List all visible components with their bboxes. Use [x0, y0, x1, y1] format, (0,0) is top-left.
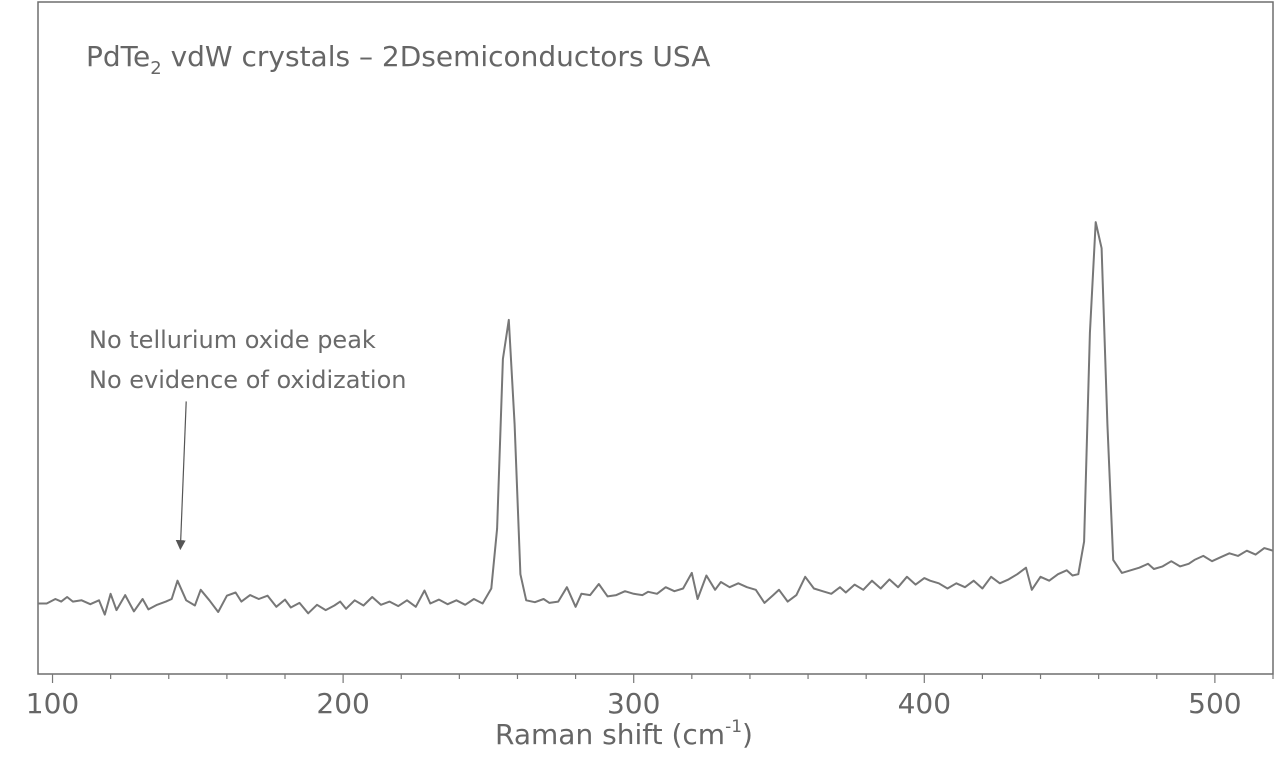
series-layer: [38, 221, 1274, 616]
annotation: No tellurium oxide peak No evidence of o…: [89, 326, 406, 551]
plot-frame: [37, 1, 1274, 675]
spectrum-line-1: [38, 221, 1274, 616]
annotation-line-1: No tellurium oxide peak: [89, 326, 376, 354]
x-tick-label: 100: [26, 687, 79, 720]
x-tick-label: 300: [607, 687, 660, 720]
x-axis-tick-labels: 100 200 300 400 500: [26, 687, 1242, 720]
x-tick-label: 400: [898, 687, 951, 720]
annotation-arrow: [175, 401, 187, 551]
x-axis-ticks: [51, 674, 1274, 683]
x-axis-label: Raman shift (cm-1): [495, 717, 753, 751]
x-tick-label: 500: [1188, 687, 1241, 720]
x-tick-label: 200: [316, 687, 369, 720]
chart-title: PdTe2 vdW crystals – 2Dsemiconductors US…: [86, 40, 710, 79]
annotation-line-2: No evidence of oxidization: [89, 366, 406, 394]
